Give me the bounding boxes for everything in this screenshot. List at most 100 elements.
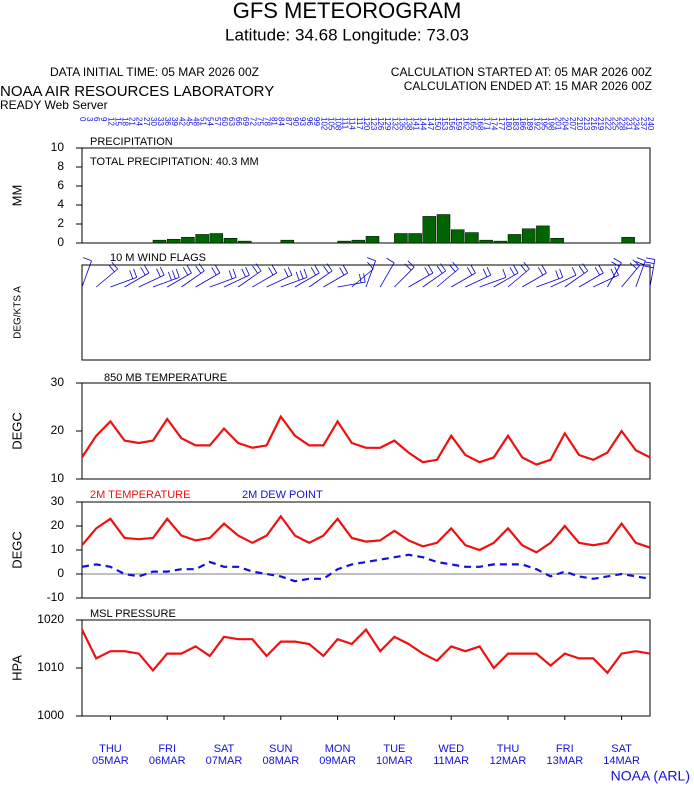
hour-label: 60 bbox=[220, 117, 229, 126]
date-label: 07MAR bbox=[206, 755, 243, 767]
precip-bar bbox=[621, 237, 635, 244]
wind-flag bbox=[95, 261, 118, 288]
date-label: 14MAR bbox=[603, 755, 640, 767]
precip-bar bbox=[450, 229, 465, 244]
hour-label: 156 bbox=[447, 117, 456, 131]
hour-label: 177 bbox=[497, 117, 506, 131]
hour-label: 144 bbox=[419, 117, 428, 131]
hour-label: 150 bbox=[433, 117, 442, 131]
hour-label: 147 bbox=[426, 117, 435, 131]
calc-ended: CALCULATION ENDED AT: 15 MAR 2026 00Z bbox=[404, 79, 652, 93]
hour-label: 78 bbox=[262, 117, 271, 126]
wind-flag bbox=[110, 268, 138, 288]
hour-label: 234 bbox=[632, 117, 641, 131]
wind-flag bbox=[223, 266, 250, 288]
hour-label: 12 bbox=[106, 117, 115, 126]
y-tick-label: 0 bbox=[57, 235, 64, 249]
wind-flag bbox=[124, 265, 150, 288]
hour-label: 180 bbox=[504, 117, 513, 131]
panel-title: MSL PRESSURE bbox=[90, 608, 176, 620]
wind-flag bbox=[522, 265, 547, 288]
hour-label: 123 bbox=[369, 117, 378, 131]
precip-bar bbox=[422, 216, 437, 244]
panel-frame bbox=[81, 501, 651, 599]
hour-label: 210 bbox=[575, 117, 584, 131]
precip-bar bbox=[408, 233, 422, 244]
hour-label: 213 bbox=[582, 117, 591, 131]
y-tick-label: 10 bbox=[51, 471, 65, 485]
hour-label: 75 bbox=[255, 117, 264, 126]
wind-flag bbox=[507, 261, 530, 288]
hour-label: 99 bbox=[312, 117, 321, 126]
hour-label: 117 bbox=[355, 117, 364, 130]
date-label: 10MAR bbox=[376, 755, 413, 767]
panel-frame bbox=[81, 264, 651, 361]
hour-label: 216 bbox=[589, 117, 598, 131]
hour-label: 6 bbox=[92, 117, 101, 122]
hour-label: 120 bbox=[362, 117, 371, 131]
precip-bar bbox=[465, 232, 479, 244]
hour-label: 225 bbox=[610, 117, 619, 131]
hour-label: 90 bbox=[291, 117, 300, 126]
wind-flag bbox=[564, 263, 589, 288]
precip-bar bbox=[365, 236, 380, 244]
day-label: FRI bbox=[556, 743, 574, 755]
wind-flag bbox=[621, 259, 640, 288]
wind-flag bbox=[294, 265, 320, 288]
hour-label: 108 bbox=[333, 117, 342, 131]
wind-flag bbox=[252, 265, 277, 288]
annotation: TOTAL PRECIPITATION: 40.3 MM bbox=[90, 156, 259, 168]
wind-flag bbox=[365, 257, 376, 288]
hour-label: 84 bbox=[277, 117, 286, 126]
y-axis-label: HPA bbox=[9, 655, 24, 681]
hour-label: 36 bbox=[163, 117, 172, 126]
hour-label: 102 bbox=[319, 117, 328, 131]
series-line bbox=[81, 514, 651, 554]
hour-label: 135 bbox=[397, 117, 406, 131]
wind-flag bbox=[451, 265, 476, 288]
hour-label: 204 bbox=[561, 117, 570, 131]
wind-flag bbox=[195, 265, 221, 288]
y-tick-label: 1010 bbox=[37, 660, 64, 674]
wind-flag bbox=[493, 265, 519, 288]
hour-label: 162 bbox=[461, 117, 470, 131]
wind-flag bbox=[138, 266, 165, 288]
hour-label: 3 bbox=[85, 117, 94, 122]
hour-label: 63 bbox=[227, 117, 236, 126]
wind-flag bbox=[152, 268, 180, 288]
hour-label: 114 bbox=[348, 117, 357, 130]
wind-flag bbox=[181, 263, 205, 288]
precip-bar bbox=[223, 238, 238, 244]
y-tick-label: 0 bbox=[57, 566, 64, 580]
y-tick-label: -10 bbox=[47, 590, 65, 604]
legend-entry: 2M TEMPERATURE bbox=[90, 489, 190, 501]
title: GFS METEOROGRAM bbox=[233, 0, 462, 23]
day-label: SAT bbox=[214, 743, 235, 755]
wind-flag bbox=[351, 261, 374, 288]
wind-flag bbox=[408, 265, 434, 288]
hour-label: 189 bbox=[525, 117, 534, 131]
hour-label: 159 bbox=[454, 117, 463, 131]
hour-label: 96 bbox=[305, 117, 314, 126]
hour-label: 141 bbox=[412, 117, 421, 131]
panel-title: 10 M WIND FLAGS bbox=[110, 252, 206, 264]
hour-label: 57 bbox=[213, 117, 222, 126]
hour-label: 105 bbox=[326, 117, 335, 131]
wind-flag bbox=[635, 257, 646, 288]
hour-label: 87 bbox=[284, 117, 293, 126]
hour-label: 201 bbox=[554, 117, 563, 131]
calc-started: CALCULATION STARTED AT: 05 MAR 2026 00Z bbox=[391, 65, 652, 79]
wind-flag bbox=[394, 260, 415, 288]
hour-label: 39 bbox=[170, 117, 179, 126]
footer: NOAA (ARL) bbox=[611, 768, 690, 784]
wind-flag bbox=[166, 265, 192, 288]
day-label: SAT bbox=[611, 743, 632, 755]
precip-bar bbox=[195, 234, 209, 244]
wind-flag bbox=[465, 266, 492, 288]
y-tick-label: 30 bbox=[51, 375, 65, 389]
hour-label: 15 bbox=[113, 117, 122, 126]
wind-flag bbox=[422, 263, 447, 288]
hour-label: 183 bbox=[511, 117, 520, 131]
hour-label: 0 bbox=[78, 117, 87, 122]
